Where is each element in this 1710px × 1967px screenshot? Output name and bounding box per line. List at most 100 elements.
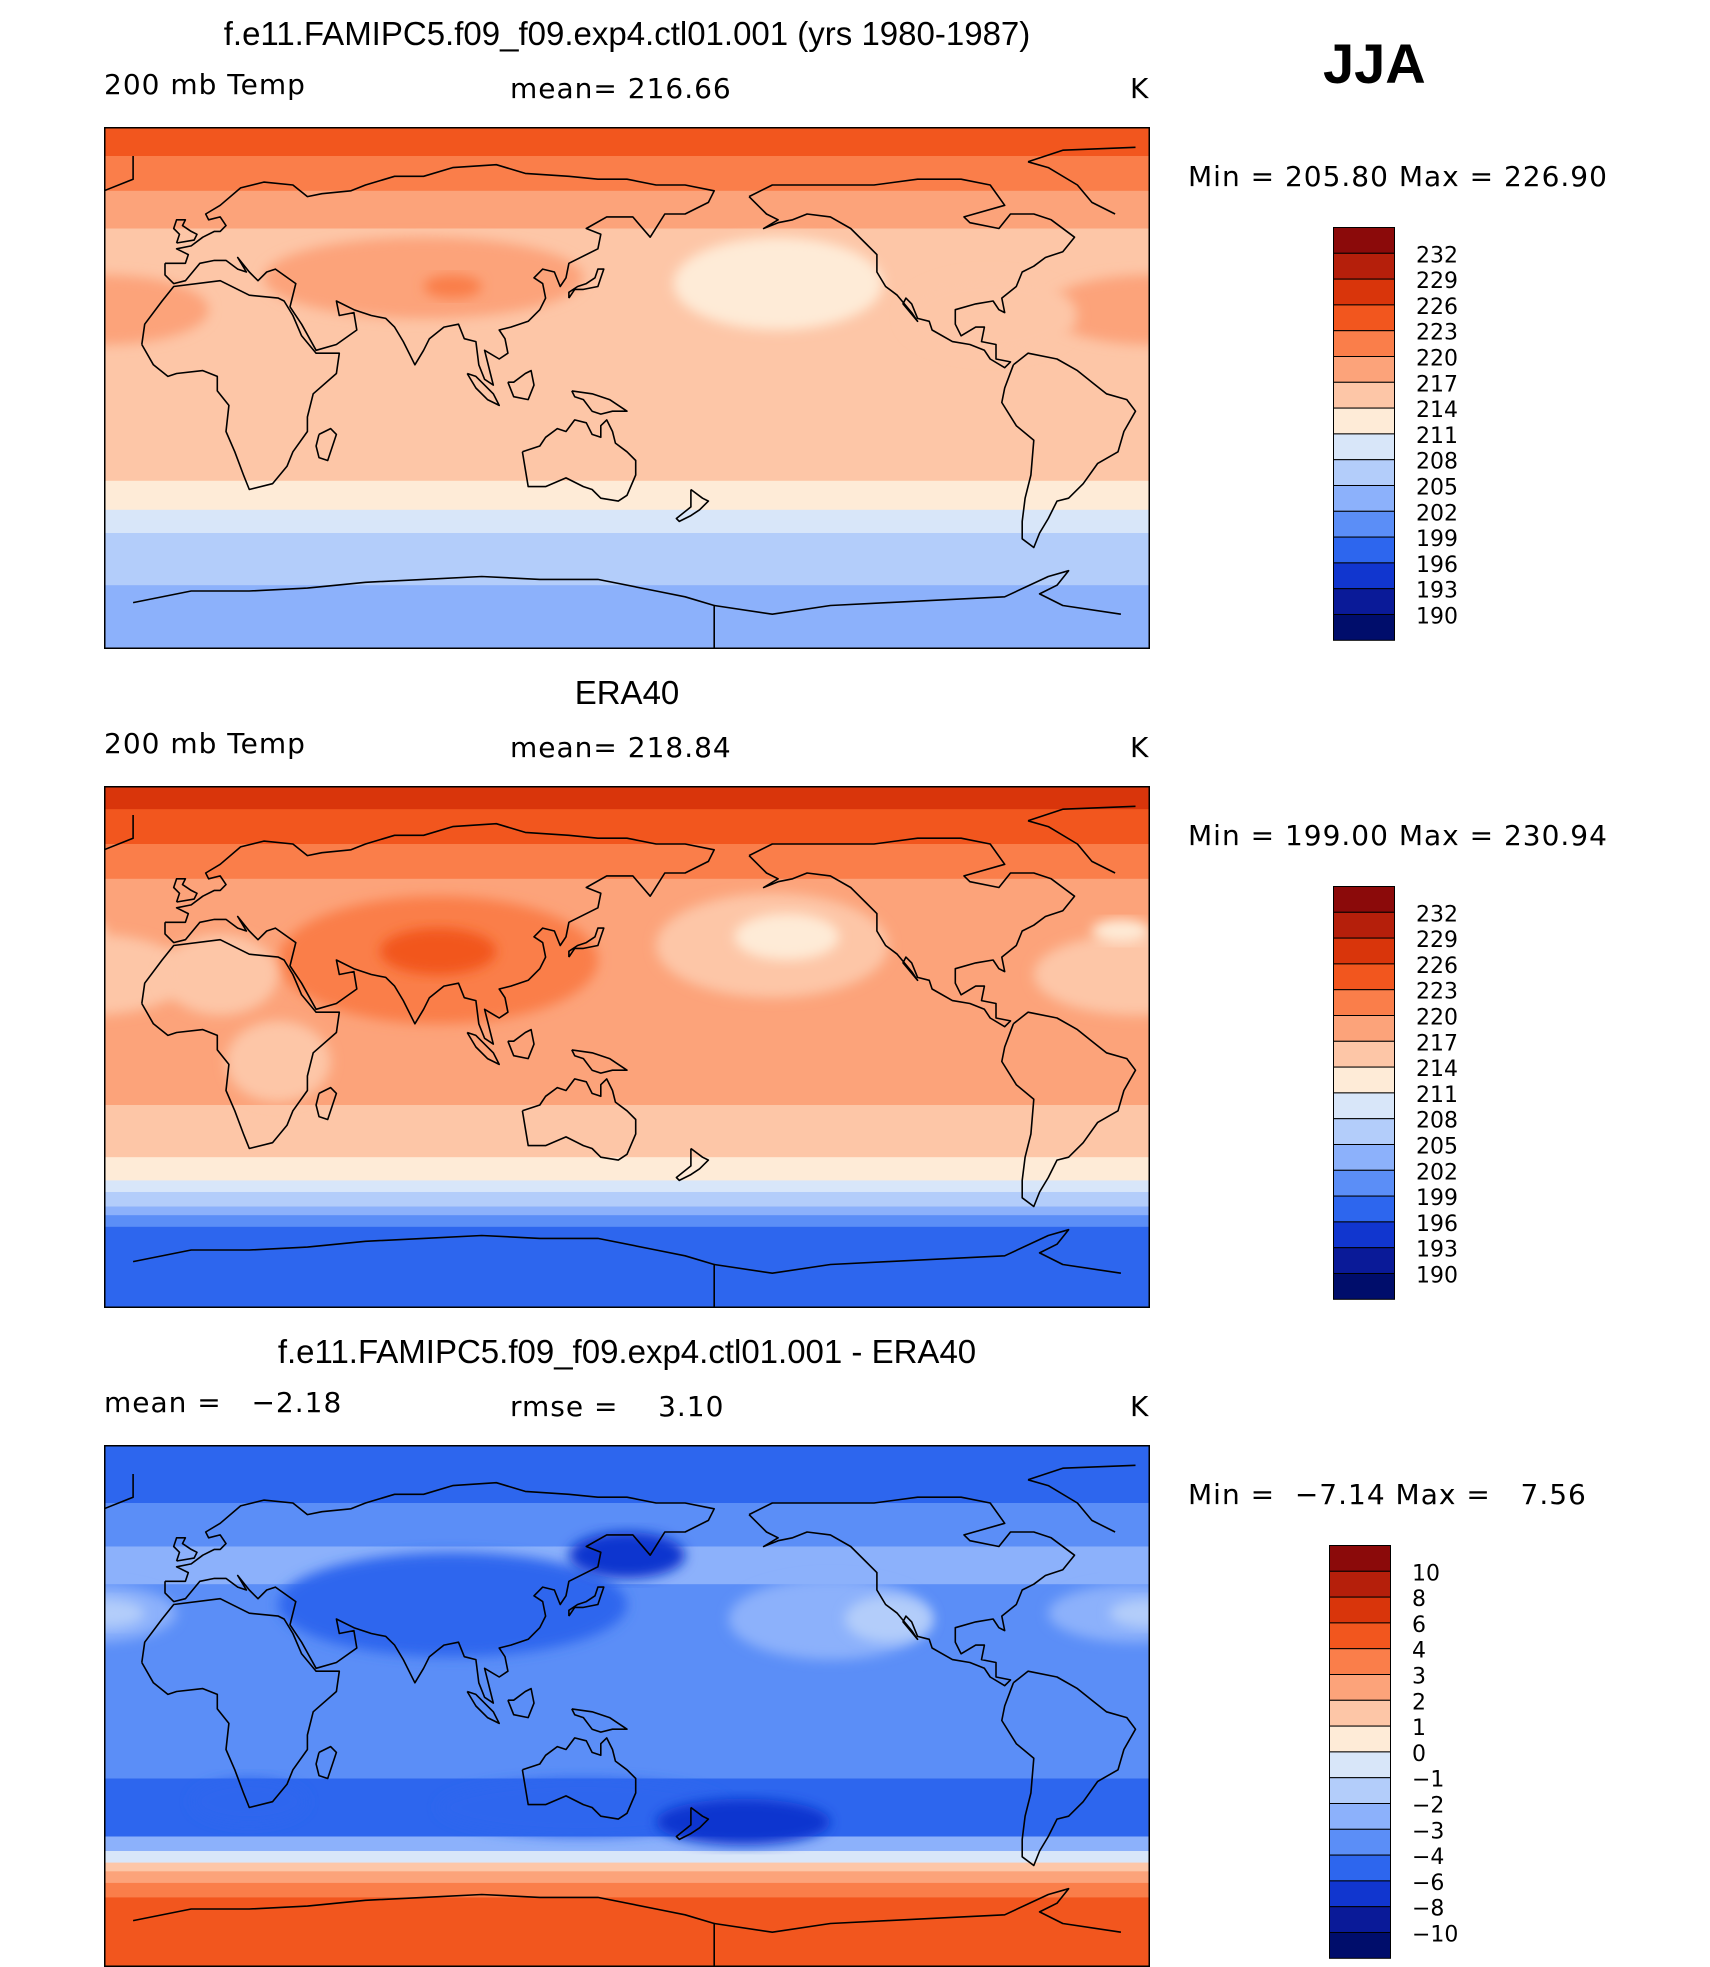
colorbar-tick-label: −3 — [1412, 1819, 1444, 1844]
contour-band — [104, 1871, 1150, 1883]
colorbar-swatch — [1330, 1571, 1391, 1597]
colorbar-tick-label: 223 — [1416, 321, 1458, 346]
colorbar-tick-label: 229 — [1416, 928, 1458, 953]
colorbar-tick-label: 220 — [1416, 346, 1458, 371]
colorbar-tick-label: 226 — [1416, 954, 1458, 979]
colorbar-tick-label: 220 — [1416, 1005, 1458, 1030]
colorbar-tick-label: 211 — [1416, 424, 1458, 449]
colorbar-swatch — [1334, 408, 1395, 434]
colorbar-tick-label: 8 — [1412, 1587, 1426, 1612]
colorbar-tick-label: 190 — [1416, 1263, 1458, 1288]
colorbar-swatch — [1334, 1093, 1395, 1119]
map-panel — [104, 1445, 1150, 1967]
contour-band — [104, 1105, 1150, 1158]
contour-feature — [278, 1552, 627, 1656]
contour-feature — [226, 1021, 331, 1102]
minmax-label: Min = 205.80 Max = 226.90 — [1188, 163, 1608, 191]
colorbar-swatch — [1330, 1597, 1391, 1623]
colorbar-tick-label: 217 — [1416, 372, 1458, 397]
contour-band — [104, 585, 1150, 649]
colorbar-swatch — [1334, 382, 1395, 408]
colorbar-tick-label: 211 — [1416, 1083, 1458, 1108]
colorbar-tick-label: 217 — [1416, 1031, 1458, 1056]
colorbar-tick-label: 10 — [1412, 1561, 1440, 1586]
colorbar-tick-label: 205 — [1416, 475, 1458, 500]
units-label: K — [1130, 1393, 1149, 1421]
colorbar-swatch — [1334, 1248, 1395, 1274]
units-label: K — [1130, 734, 1149, 762]
colorbar-tick-label: −4 — [1412, 1845, 1444, 1870]
map-svg — [104, 1445, 1150, 1967]
colorbar-tick-label: 199 — [1416, 527, 1458, 552]
minmax-label: Min = −7.14 Max = 7.56 — [1188, 1481, 1587, 1509]
colorbar-tick-label: 202 — [1416, 1160, 1458, 1185]
colorbar-swatch — [1334, 511, 1395, 537]
colorbar-tick-label: 214 — [1416, 398, 1458, 423]
colorbar-tick-label: 4 — [1412, 1639, 1426, 1664]
colorbar-tick-label: 202 — [1416, 501, 1458, 526]
colorbar-swatch — [1334, 990, 1395, 1016]
colorbar-tick-label: −10 — [1412, 1922, 1458, 1947]
colorbar-tick-label: 214 — [1416, 1057, 1458, 1082]
colorbar-tick-label: 205 — [1416, 1134, 1458, 1159]
colorbar-swatch — [1334, 938, 1395, 964]
colorbar-swatch — [1330, 1778, 1391, 1804]
colorbar-swatch — [1334, 1015, 1395, 1041]
contour-band — [104, 1445, 1150, 1504]
map-svg — [104, 786, 1150, 1308]
colorbar-tick-label: 196 — [1416, 1212, 1458, 1237]
colorbar-tick-label: 190 — [1416, 604, 1458, 629]
colorbar-swatch — [1334, 460, 1395, 486]
colorbar-swatch — [1334, 279, 1395, 305]
contour-band — [104, 1192, 1150, 1207]
colorbar-svg: 2322292262232202172142112082052021991961… — [1333, 227, 1513, 642]
colorbar-tick-label: 199 — [1416, 1186, 1458, 1211]
colorbar-tick-label: 193 — [1416, 1238, 1458, 1263]
contour-band — [104, 191, 1150, 229]
units-label: K — [1130, 75, 1149, 103]
contour-band — [104, 786, 1150, 810]
colorbar-swatch — [1330, 1649, 1391, 1675]
contour-feature — [569, 1532, 685, 1578]
colorbar-swatch — [1334, 253, 1395, 279]
contour-band — [104, 1207, 1150, 1216]
contour-band — [104, 548, 1150, 586]
colorbar-tick-label: 232 — [1416, 902, 1458, 927]
center-label: rmse = 3.10 — [510, 1393, 724, 1421]
contour-band — [104, 1837, 1150, 1852]
colorbar-swatch — [1330, 1932, 1391, 1958]
contour-band — [104, 1883, 1150, 1898]
colorbar-tick-label: 1 — [1412, 1716, 1426, 1741]
colorbar-tick-label: 223 — [1416, 980, 1458, 1005]
colorbar-swatch — [1330, 1546, 1391, 1572]
colorbar-swatch — [1334, 1273, 1395, 1299]
colorbar-swatch — [1334, 537, 1395, 563]
map-panel — [104, 127, 1150, 649]
colorbar-swatch — [1334, 887, 1395, 913]
colorbar-swatch — [1330, 1881, 1391, 1907]
center-label: mean= 216.66 — [510, 75, 732, 103]
season-label: JJA — [1323, 36, 1426, 92]
colorbar-tick-label: 208 — [1416, 1109, 1458, 1134]
colorbar-tick-label: 196 — [1416, 553, 1458, 578]
contour-band — [104, 1851, 1150, 1863]
colorbar-tick-label: −8 — [1412, 1897, 1444, 1922]
map-panel — [104, 786, 1150, 1308]
colorbar-tick-label: 2 — [1412, 1690, 1426, 1715]
contour-band — [104, 156, 1150, 191]
colorbar-swatch — [1330, 1752, 1391, 1778]
colorbar-tick-label: 226 — [1416, 295, 1458, 320]
colorbar-tick-label: −2 — [1412, 1793, 1444, 1818]
colorbar-swatch — [1334, 305, 1395, 331]
left-label: 200 mb Temp — [104, 730, 306, 758]
panel-title: f.e11.FAMIPC5.f09_f09.exp4.ctl01.001 (yr… — [224, 17, 1031, 50]
contour-feature — [191, 1779, 307, 1825]
contour-band — [104, 1584, 1150, 1779]
contour-band — [104, 1215, 1150, 1227]
colorbar-svg: 2322292262232202172142112082052021991961… — [1333, 886, 1513, 1301]
colorbar-tick-label: −6 — [1412, 1871, 1444, 1896]
contour-feature — [673, 237, 882, 330]
contour-band — [104, 1863, 1150, 1872]
